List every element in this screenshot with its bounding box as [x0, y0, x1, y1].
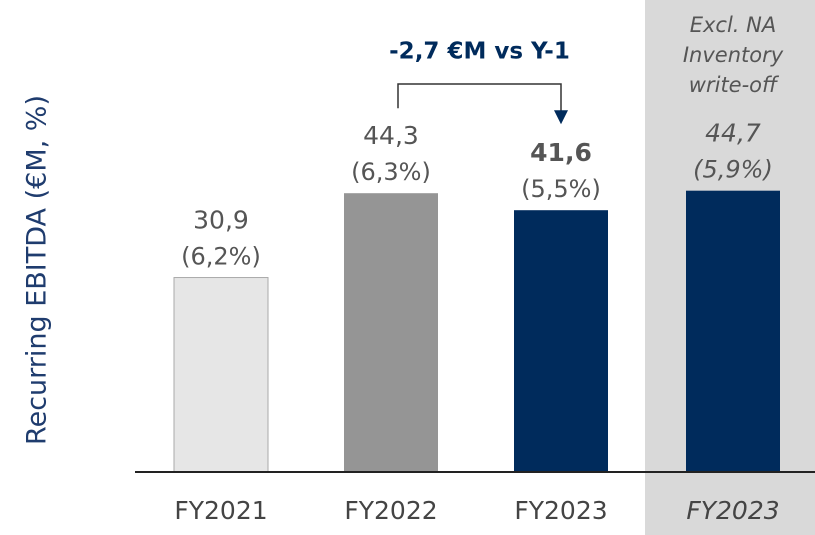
x-tick-label: FY2023 [686, 496, 779, 525]
annotation-text: -2,7 €M vs Y-1 [389, 39, 570, 65]
annotation-arrow [554, 110, 568, 125]
highlight-label: Inventory [683, 43, 784, 67]
highlight-label: write-off [689, 73, 780, 97]
highlight-label: Excl. NA [690, 13, 777, 37]
margin-label: (6,2%) [181, 243, 261, 271]
x-tick-label: FY2022 [344, 496, 437, 525]
value-label: 41,6 [530, 138, 592, 167]
bar [514, 210, 608, 472]
annotation-bracket [397, 83, 562, 113]
margin-label: (5,9%) [693, 156, 773, 184]
bar [173, 277, 269, 473]
value-label: 44,3 [363, 121, 419, 150]
x-tick-label: FY2023 [514, 496, 607, 525]
y-axis-label: Recurring EBITDA (€M, %) [22, 95, 53, 445]
bar [686, 190, 780, 473]
margin-label: (5,5%) [521, 175, 601, 203]
x-tick-label: FY2021 [174, 496, 267, 525]
bar [344, 193, 438, 473]
value-label: 30,9 [193, 206, 249, 235]
margin-label: (6,3%) [351, 158, 431, 186]
value-label: 44,7 [705, 119, 761, 148]
